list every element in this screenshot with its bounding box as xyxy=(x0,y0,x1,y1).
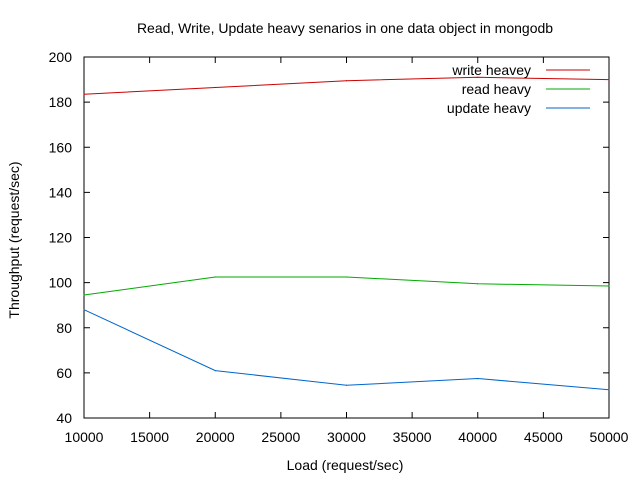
x-axis-label: Load (request/sec) xyxy=(287,457,404,473)
x-tick-label: 35000 xyxy=(393,429,432,445)
series-line-update-heavy xyxy=(83,309,610,391)
chart-title: Read, Write, Update heavy senarios in on… xyxy=(137,20,553,36)
x-tick-label: 45000 xyxy=(524,429,563,445)
y-tick-label: 200 xyxy=(49,49,73,65)
data-point-read-heavy xyxy=(608,285,610,287)
legend-label-read-heavy: read heavy xyxy=(462,81,531,97)
data-point-read-heavy xyxy=(345,276,348,278)
data-point-update-heavy xyxy=(477,377,479,380)
y-tick-label: 60 xyxy=(56,365,72,381)
y-axis-label: Throughput (request/sec) xyxy=(6,161,22,318)
x-axis: 10000 15000 20000 25000 30000 35000 40000 45000… xyxy=(65,57,629,445)
data-point-update-heavy xyxy=(608,389,610,391)
x-tick-label: 25000 xyxy=(261,429,300,445)
y-tick-label: 80 xyxy=(56,320,72,336)
data-point-update-heavy xyxy=(214,370,216,372)
y-tick-label: 160 xyxy=(49,139,73,155)
x-tick-label: 30000 xyxy=(327,429,366,445)
legend-label-update-heavy: update heavy xyxy=(447,100,531,116)
y-tick-label: 120 xyxy=(49,230,73,246)
legend: write heavey read heavy update heavy xyxy=(447,62,590,116)
x-tick-label: 10000 xyxy=(65,429,104,445)
x-tick-label: 15000 xyxy=(130,429,169,445)
series-layer xyxy=(83,76,610,391)
data-point-read-heavy xyxy=(83,294,85,296)
y-tick-label: 140 xyxy=(49,184,73,200)
data-point-write-heavey xyxy=(345,80,348,82)
x-tick-label: 20000 xyxy=(196,429,235,445)
data-point-update-heavy xyxy=(83,309,85,311)
legend-label-write-heavey: write heavey xyxy=(451,62,531,78)
y-tick-label: 100 xyxy=(49,275,73,291)
x-tick-label: 40000 xyxy=(458,429,497,445)
data-point-write-heavey xyxy=(214,86,216,89)
y-tick-label: 40 xyxy=(56,410,72,426)
data-point-write-heavey xyxy=(477,76,479,78)
data-point-update-heavy xyxy=(345,384,348,386)
series-line-read-heavy xyxy=(83,276,610,296)
data-point-write-heavey xyxy=(83,93,85,95)
data-point-read-heavy xyxy=(214,276,216,278)
x-tick-label: 50000 xyxy=(590,429,629,445)
data-point-write-heavey xyxy=(608,78,610,81)
y-tick-label: 180 xyxy=(49,94,73,110)
data-point-read-heavy xyxy=(477,283,479,285)
y-axis: 40 60 80 100 120 140 160 180 200 xyxy=(49,49,609,426)
